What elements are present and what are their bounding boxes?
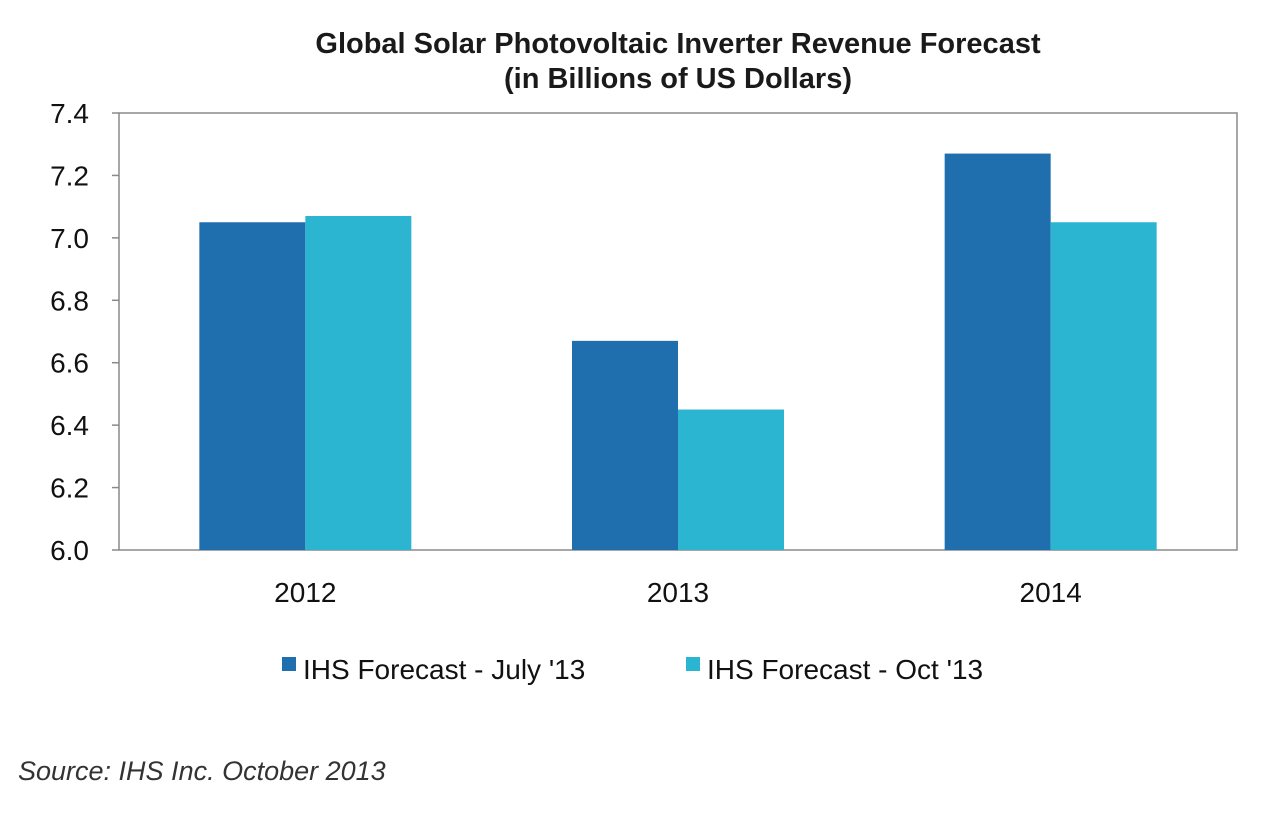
x-tick-label: 2013 — [647, 577, 709, 608]
bar-2013-series-0 — [572, 340, 678, 550]
bar-2012-series-1 — [305, 216, 412, 550]
y-tick-label: 6.0 — [50, 535, 89, 566]
bar-2013-series-1 — [678, 409, 784, 550]
y-tick-label: 6.8 — [50, 285, 89, 316]
x-tick-label: 2012 — [274, 577, 336, 608]
source-note: Source: IHS Inc. October 2013 — [18, 756, 386, 786]
legend-swatch — [282, 657, 296, 671]
chart-title: Global Solar Photovoltaic Inverter Reven… — [315, 28, 1041, 60]
legend: IHS Forecast - July '13 IHS Forecast - Oc… — [282, 654, 983, 685]
bars-group — [199, 153, 1157, 551]
x-axis: 2012 2013 2014 — [274, 577, 1082, 608]
chart-subtitle: (in Billions of US Dollars) — [504, 63, 852, 95]
y-tick-label: 7.2 — [50, 160, 89, 191]
y-tick-label: 6.4 — [50, 410, 89, 441]
legend-label: IHS Forecast - July '13 — [303, 654, 585, 685]
y-tick-label: 6.6 — [50, 348, 89, 379]
bar-2014-series-0 — [944, 153, 1051, 551]
y-tick-label: 7.4 — [50, 98, 89, 129]
y-tick-label: 7.0 — [50, 223, 89, 254]
legend-swatch — [686, 657, 700, 671]
bar-2012-series-0 — [199, 222, 306, 550]
bar-2014-series-1 — [1050, 222, 1157, 550]
y-tick-label: 6.2 — [50, 473, 89, 504]
y-axis: 6.0 6.2 6.4 6.6 6.8 7.0 7.2 7.4 — [50, 98, 119, 566]
x-tick-label: 2014 — [1020, 577, 1082, 608]
legend-label: IHS Forecast - Oct '13 — [707, 654, 983, 685]
